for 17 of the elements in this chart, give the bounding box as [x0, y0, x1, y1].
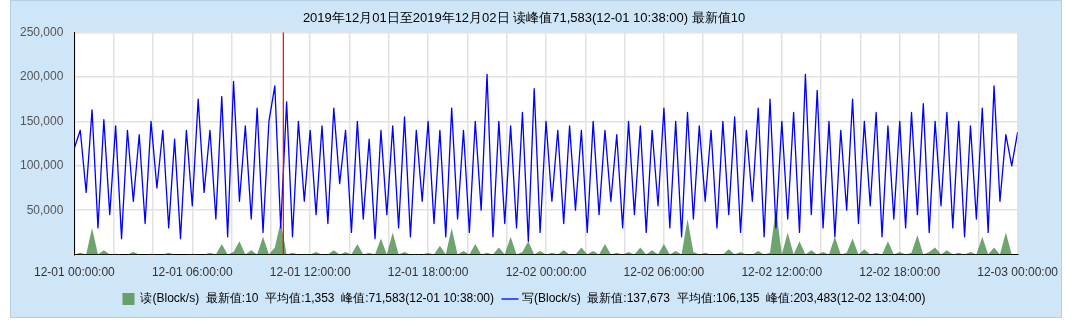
y-tick-label: 250,000	[19, 24, 64, 39]
x-tick-label: 12-01 18:00:00	[387, 265, 469, 280]
y-tick-label: 200,000	[19, 69, 64, 84]
x-tick-label: 12-02 00:00:00	[505, 265, 587, 280]
x-tick-label: 12-03 00:00:00	[977, 265, 1059, 280]
legend-label: 写(Block/s) 最新值:137,673 平均值:106,135 峰值:203,483(12-02 13:04:00)	[521, 291, 926, 306]
y-tick-label: 150,000	[19, 113, 64, 128]
x-tick-label: 12-02 18:00:00	[859, 265, 941, 280]
chart-title: 2019年12月01日至2019年12月02日 读峰值71,583(12-01 10:38:00) 最新值10	[302, 10, 746, 26]
x-tick-label: 12-02 12:00:00	[741, 265, 823, 280]
y-tick-label: 50,000	[26, 202, 64, 217]
x-tick-label: 12-02 06:00:00	[623, 265, 705, 280]
x-tick-label: 12-01 00:00:00	[34, 265, 116, 280]
legend-label: 读(Block/s) 最新值:10 平均值:1,353 峰值:71,583(12-01 10:38:00)	[140, 291, 494, 306]
x-tick-label: 12-01 06:00:00	[151, 265, 233, 280]
x-tick-label: 12-01 12:00:00	[269, 265, 351, 280]
y-tick-label: 100,000	[19, 158, 64, 173]
